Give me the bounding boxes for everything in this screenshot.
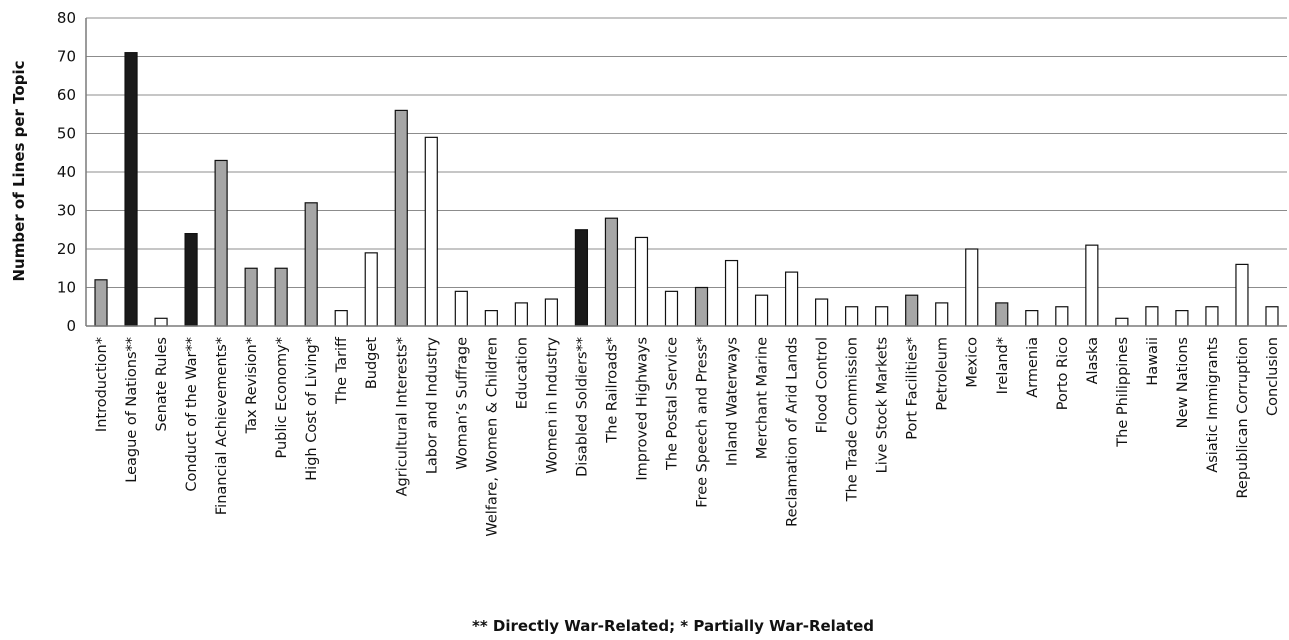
y-tick-label: 40 — [57, 163, 76, 181]
category-label: Woman’s Suffrage — [454, 337, 470, 470]
footnote-legend: ** Directly War-Related; * Partially War… — [472, 617, 874, 635]
category-label: New Nations — [1175, 337, 1191, 428]
bar — [634, 236, 649, 327]
bar — [424, 136, 438, 327]
y-tick-label: 0 — [66, 317, 76, 335]
bar — [1085, 244, 1099, 327]
bar — [1205, 306, 1219, 327]
bar — [724, 259, 739, 327]
category-label: Women in Industry — [544, 337, 560, 474]
category-label: Hawaii — [1145, 337, 1161, 386]
category-label: High Cost of Living* — [304, 337, 320, 481]
bar — [664, 290, 679, 327]
bar — [454, 290, 468, 327]
y-tick-label: 50 — [57, 125, 76, 143]
bar — [694, 286, 709, 327]
bar — [544, 298, 558, 327]
category-label: Free Speech and Press* — [695, 337, 711, 508]
category-label: Alaska — [1085, 337, 1101, 384]
bar — [124, 52, 138, 327]
bar — [875, 306, 889, 327]
category-label: Mexico — [965, 337, 981, 388]
category-label: Disabled Soldiers** — [574, 337, 590, 477]
bar — [244, 267, 258, 327]
bar — [94, 279, 108, 327]
category-label: Public Economy* — [274, 337, 290, 459]
category-label: Reclamation of Arid Lands — [785, 337, 801, 527]
bar — [1115, 317, 1129, 327]
category-label: Asiatic Immigrants — [1205, 337, 1221, 473]
bar — [784, 271, 799, 327]
gridlines — [86, 17, 1287, 288]
bar — [304, 202, 318, 327]
bar — [1025, 310, 1039, 327]
category-label: League of Nations** — [124, 337, 140, 483]
category-label: Education — [514, 337, 530, 409]
bar — [845, 306, 859, 327]
category-label: The Philippines — [1115, 337, 1131, 448]
bar — [334, 310, 348, 327]
category-label: Petroleum — [935, 337, 951, 411]
category-label: Welfare, Women & Children — [484, 337, 500, 537]
bar — [394, 109, 408, 327]
category-label: Senate Rules — [154, 337, 170, 432]
bar — [995, 302, 1009, 327]
category-label: Ireland* — [995, 337, 1011, 394]
bar — [1265, 306, 1279, 327]
bar — [514, 302, 528, 327]
category-label: Budget — [364, 337, 380, 389]
category-label: Port Facilities* — [905, 337, 921, 440]
category-label: The Tariff — [334, 336, 350, 405]
bars — [94, 52, 1279, 327]
bar — [1055, 306, 1069, 327]
bar — [184, 233, 198, 327]
y-axis-title: Number of Lines per Topic — [10, 61, 28, 282]
category-label: Live Stock Markets — [875, 337, 891, 473]
bar — [935, 302, 949, 327]
category-label: Inland Waterways — [725, 337, 741, 466]
bar — [905, 294, 919, 327]
bar — [754, 294, 769, 327]
bar — [965, 248, 979, 327]
category-label: Agricultural Interests* — [394, 337, 410, 496]
bar — [214, 159, 228, 327]
bar — [274, 267, 288, 327]
category-label: Conduct of the War** — [184, 337, 200, 492]
category-label: Flood Control — [815, 337, 831, 433]
bar — [604, 217, 619, 327]
y-tick-label: 20 — [57, 240, 76, 258]
category-label: The Postal Service — [664, 337, 680, 471]
bar — [154, 317, 168, 327]
category-label: Armenia — [1025, 337, 1041, 398]
y-tick-labels: 0 10 20 30 40 50 60 70 80 — [57, 9, 76, 335]
category-label: Conclusion — [1265, 337, 1281, 416]
category-label: Introduction* — [94, 337, 110, 432]
bar — [1175, 310, 1189, 327]
category-labels: Introduction* League of Nations** Senate R… — [94, 336, 1281, 537]
bar — [574, 229, 589, 327]
y-tick-label: 70 — [57, 48, 76, 66]
category-label: Republican Corruption — [1235, 337, 1251, 499]
category-label: Financial Achievements* — [214, 337, 230, 515]
category-label: Porto Rico — [1055, 337, 1071, 410]
bar — [484, 310, 498, 327]
category-label: Merchant Marine — [755, 337, 771, 459]
category-label: Labor and Industry — [424, 337, 440, 475]
y-tick-label: 10 — [57, 279, 76, 297]
bar — [364, 252, 378, 327]
y-tick-label: 30 — [57, 202, 76, 220]
category-label: Tax Revision* — [244, 337, 260, 434]
category-label: The Railroads* — [604, 337, 620, 444]
y-tick-label: 80 — [57, 9, 76, 27]
category-label: Improved Highways — [634, 337, 650, 481]
y-tick-label: 60 — [57, 86, 76, 104]
category-label: The Trade Commission — [845, 337, 861, 502]
bar — [815, 298, 829, 327]
bar — [1145, 306, 1159, 327]
bar — [1235, 263, 1249, 327]
